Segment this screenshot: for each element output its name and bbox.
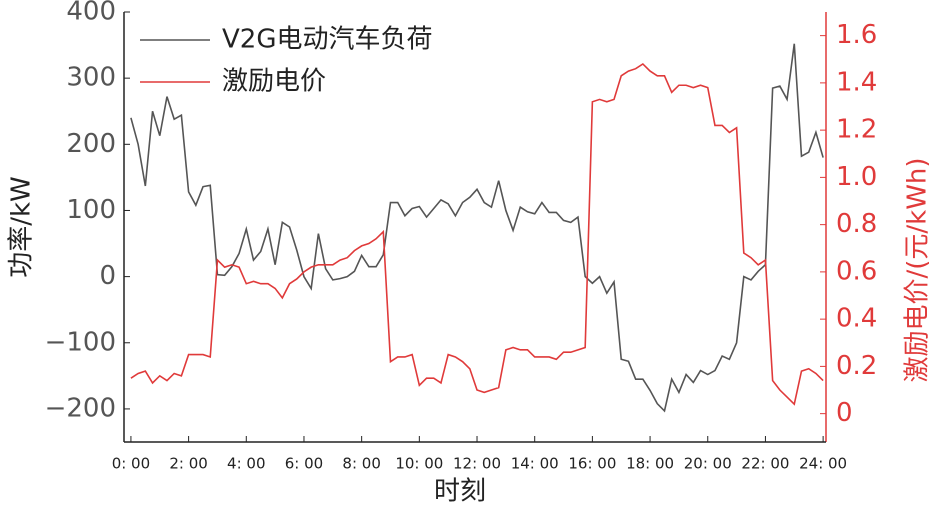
y2-tick-label: 0.6 — [836, 256, 877, 286]
y-tick-label: 300 — [66, 63, 116, 93]
y-tick-label: 200 — [66, 129, 116, 159]
y2-axis-label: 激励电价/(元/kWh) — [903, 157, 933, 382]
x-tick-label: 14: 00 — [511, 455, 559, 473]
y-tick-label: 100 — [66, 195, 116, 225]
y-tick-label: −200 — [45, 393, 116, 423]
y2-tick-label: 0.8 — [836, 209, 877, 239]
y2-tick-label: 0.4 — [836, 304, 877, 334]
y2-tick-label: 1.2 — [836, 115, 877, 145]
legend-label: V2G电动汽车负荷 — [222, 25, 432, 55]
y-tick-label: 0 — [99, 261, 116, 291]
x-axis-label: 时刻 — [434, 477, 486, 507]
x-tick-label: 0: 00 — [112, 455, 150, 473]
y2-tick-label: 1.4 — [836, 67, 877, 97]
series-line — [130, 62, 824, 406]
legend-label: 激励电价 — [222, 67, 326, 97]
y2-tick-label: 0 — [836, 398, 853, 428]
x-tick-label: 24: 00 — [799, 455, 847, 473]
y2-tick-label: 1.0 — [836, 162, 877, 192]
x-tick-label: 6: 00 — [285, 455, 323, 473]
x-tick-label: 10: 00 — [395, 455, 443, 473]
x-tick-label: 22: 00 — [741, 455, 789, 473]
y2-tick-label: 0.2 — [836, 351, 877, 381]
series-line — [130, 43, 824, 413]
x-tick-label: 12: 00 — [453, 455, 501, 473]
y-axis-label: 功率/kW — [7, 176, 37, 278]
y-tick-label: 400 — [66, 0, 116, 27]
y-tick-label: −100 — [45, 327, 116, 357]
x-tick-label: 18: 00 — [626, 455, 674, 473]
x-tick-label: 8: 00 — [342, 455, 380, 473]
y2-tick-label: 1.6 — [836, 20, 877, 50]
x-tick-label: 2: 00 — [169, 455, 207, 473]
x-tick-label: 20: 00 — [684, 455, 732, 473]
x-tick-label: 4: 00 — [227, 455, 265, 473]
x-tick-label: 16: 00 — [568, 455, 616, 473]
